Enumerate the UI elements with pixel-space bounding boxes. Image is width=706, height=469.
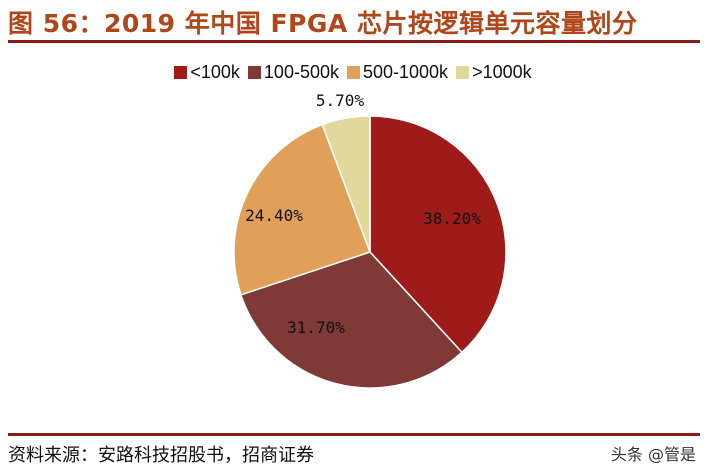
legend-item: 500-1000k bbox=[346, 62, 449, 83]
legend-label: 500-1000k bbox=[362, 62, 449, 82]
watermark: 头条 @管是 bbox=[610, 445, 696, 464]
source-note: 资料来源：安路科技招股书，招商证券 bbox=[8, 445, 314, 466]
data-label: 24.40% bbox=[245, 206, 303, 225]
pie-slice bbox=[239, 251, 463, 389]
legend-swatch bbox=[346, 66, 360, 79]
legend-label: 100-500k bbox=[263, 62, 339, 82]
chart-title: 图 56：2019 年中国 FPGA 芯片按逻辑单元容量划分 bbox=[8, 9, 638, 38]
pie-slice bbox=[321, 115, 371, 253]
legend-swatch bbox=[174, 66, 188, 79]
legend-swatch bbox=[456, 66, 470, 79]
data-label: 38.20% bbox=[423, 209, 481, 228]
legend-item: <100k bbox=[174, 62, 240, 83]
legend-label: <100k bbox=[190, 62, 240, 82]
legend: <100k 100-500k 500-1000k >1000k bbox=[0, 62, 706, 83]
data-label: 31.70% bbox=[287, 318, 345, 337]
data-label: 5.70% bbox=[316, 91, 365, 110]
source-divider bbox=[8, 433, 700, 436]
title-divider bbox=[8, 40, 700, 43]
pie-slice bbox=[233, 123, 371, 296]
legend-swatch bbox=[247, 66, 261, 79]
legend-item: 100-500k bbox=[247, 62, 339, 83]
legend-label: >1000k bbox=[472, 62, 532, 82]
legend-item: >1000k bbox=[456, 62, 532, 83]
pie-chart: 38.20% 31.70% 24.40% 5.70% bbox=[233, 91, 507, 389]
pie-slice bbox=[369, 115, 507, 354]
